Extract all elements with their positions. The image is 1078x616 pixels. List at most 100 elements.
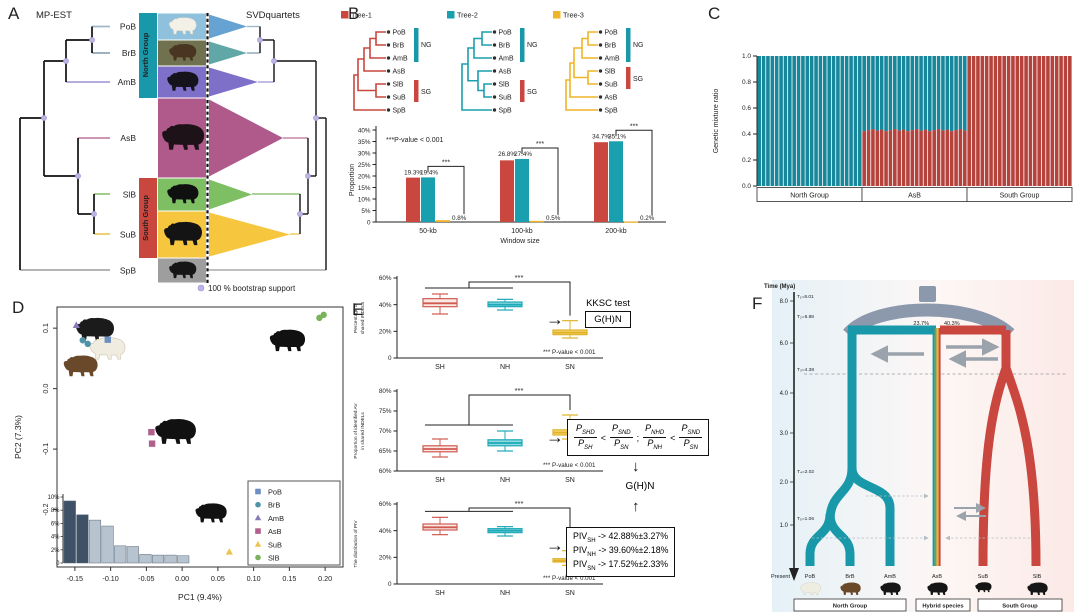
svg-text:-0.15: -0.15 [67,574,83,583]
group-label: South Group [1002,604,1038,610]
quartet-triangle-PoB [209,14,247,39]
tree-1: Tree-1 PoB BrB AmB AsB SlB SuB SpB NG SG [341,11,432,115]
structure-bar [783,56,788,186]
structure-bar [774,56,779,186]
box-ylabel: The distribution of PIV [353,520,359,568]
x-category: 100-kb [511,228,533,235]
quartet-triangle-AmB [209,67,258,97]
tip-dot [598,29,603,35]
structure-bar [932,56,936,131]
structure-bar [984,56,989,186]
scree-bar [151,554,165,564]
bootstrap-legend-dot-icon [197,284,205,292]
divergence-time-label: T₁=8.01 [797,294,814,300]
svg-text:0.20: 0.20 [318,574,332,583]
structure-bar [941,56,945,131]
ng-label: NG [633,42,644,49]
pca-point [255,501,261,508]
structure-bar [796,56,801,186]
structure-bar [809,56,814,186]
box-category: SH [435,364,445,371]
structure-bar [901,129,906,186]
bootstrap-node-dot [63,58,69,64]
structure-bar [919,56,923,131]
group-box [966,187,1073,202]
tip-label: SpB [393,108,407,115]
structure-bar [888,130,893,186]
structure-bar [928,131,932,186]
tree-swatch [447,11,455,19]
tip-label: PoB [499,30,513,37]
box-category: SN [565,364,575,371]
bar-value: 0.8% [452,215,467,222]
structure-bar [901,56,906,130]
structure-bar [1011,56,1015,186]
time-axis-arrowhead-icon [789,568,799,581]
box-category: SH [435,590,445,597]
mpest-label: MP-EST [36,10,72,21]
structure-bar [906,56,910,132]
scree-bar [76,514,89,564]
sig-bracket [615,129,653,216]
structure-bar [963,56,967,131]
svg-text:65%: 65% [379,448,392,455]
tip-dot [386,68,391,74]
ancestor-arch [843,303,1015,340]
structure-bar [840,56,845,186]
tip-label: AmB [499,56,515,63]
arrow-right-icon: → [546,535,564,555]
pca-legend-box [247,480,341,566]
species-label-AsB: AsB [120,133,136,143]
svg-text:1.0: 1.0 [742,53,751,60]
legend-label: PoB [268,488,282,497]
pca-point [255,554,261,561]
time-tick: 6.0 [780,341,789,347]
structure-bar [805,56,810,186]
sig-stars: *** [630,123,638,130]
north-group-label: North Group [141,32,150,77]
bear-icon-PoB [800,582,822,596]
box-ylabel: Proportion of identified AV [353,403,359,459]
structure-bar [1028,56,1033,186]
tip-dot [492,29,497,35]
structure-bar [814,56,818,186]
bar-value: 34.7% [592,133,610,140]
svg-text:0.1: 0.1 [41,323,50,333]
svg-text:0.8: 0.8 [742,79,751,86]
structure-bar [788,56,792,186]
time-tick: 3.0 [780,431,789,437]
scree-bar [88,519,102,564]
structure-bar [980,56,985,186]
panel-b-gene-trees: Tree-1 PoB BrB AmB AsB SlB SuB SpB NG SG Tree-2 Po… [341,11,666,245]
sig-stars: *** [515,273,524,282]
fraction: PSND PSN [679,423,703,451]
structure-bar [954,130,958,186]
sg-bar [520,80,525,102]
svg-text:25%: 25% [358,162,371,169]
bar-Tree-2 [609,141,623,222]
tip-dot [492,55,497,61]
bootstrap-node-dot [305,173,311,179]
scree-bar [126,546,139,564]
structure-bar [893,56,897,130]
mpest-tree [19,25,110,271]
tip-species-label: SuB [978,574,989,580]
scree-bar [114,545,127,564]
south-group-bar [139,178,157,258]
bootstrap-node-dot [271,58,277,64]
bootstrap-node-dot [89,37,95,43]
tip-dot [598,107,603,113]
bootstrap-node-dot [41,115,47,121]
structure-bar [879,56,884,130]
group-label: Hybrid species [922,604,963,610]
sg-label: SG [421,89,431,96]
bootstrap-legend-text: 100 % bootstrap support [208,284,296,293]
svg-text:0.10: 0.10 [247,574,261,583]
bar-Tree-1 [594,142,608,222]
bear-icon [63,355,98,377]
pca-point [79,337,86,344]
species-label-SlB: SlB [123,190,137,200]
divergence-time-label: T₃=4.38 [797,367,814,373]
structure-bar [914,129,919,186]
pca-point [104,336,111,343]
